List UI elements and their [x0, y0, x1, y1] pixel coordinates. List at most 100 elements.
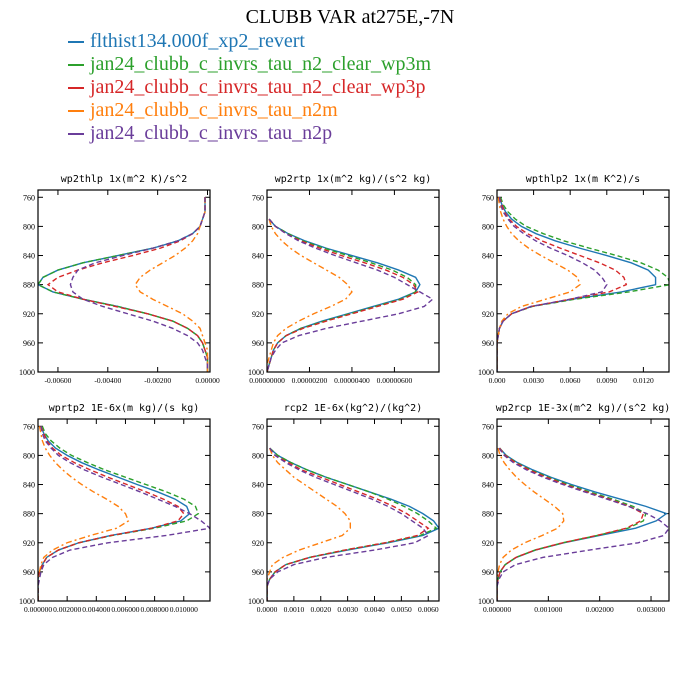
panel-title: wprtp2 1E-6x(m kg)/(s kg) [49, 403, 200, 414]
y-tick-label: 760 [252, 422, 264, 431]
series-line [38, 197, 209, 372]
series-line [497, 197, 657, 372]
y-tick-label: 880 [482, 281, 494, 290]
x-tick-label: 0.004000 [82, 605, 110, 614]
panel-title: wp2rcp 1E-3x(m^2 kg)/(s^2 kg) [496, 403, 671, 414]
x-tick-label: 0.000000 [24, 605, 52, 614]
legend-entry: jan24_clubb_c_invrs_tau_n2_clear_wp3m [68, 53, 431, 76]
y-tick-label: 1000 [19, 368, 35, 377]
series-line [38, 426, 200, 601]
plot-frame [266, 189, 440, 373]
series-line [267, 447, 430, 601]
legend-swatch [68, 40, 84, 43]
legend-label: jan24_clubb_c_invrs_tau_n2m [90, 99, 338, 121]
x-tick-label: 0.003000 [637, 605, 665, 614]
x-tick-label: 0.0060 [418, 605, 439, 614]
series-line [38, 426, 185, 601]
y-tick-label: 880 [482, 510, 494, 519]
plot-frame [496, 418, 670, 602]
panel-title: rcp2 1E-6x(kg^2)/(kg^2) [284, 403, 422, 414]
x-tick-label: 0.0030 [337, 605, 358, 614]
legend-entry: flthist134.000f_xp2_revert [68, 30, 431, 53]
x-tick-label: 0.00000600 [377, 376, 413, 385]
y-tick-label: 800 [23, 222, 35, 231]
series-line [497, 197, 608, 372]
y-tick-label: 840 [23, 481, 35, 490]
y-tick-label: 960 [482, 568, 494, 577]
series-line [69, 197, 209, 372]
y-tick-label: 800 [23, 451, 35, 460]
y-tick-label: 880 [252, 510, 264, 519]
series-line [497, 447, 668, 601]
y-tick-label: 840 [482, 481, 494, 490]
series-line [267, 218, 421, 372]
y-tick-label: 1000 [478, 368, 494, 377]
page-title: CLUBB VAR at275E,-7N [245, 6, 455, 28]
y-tick-label: 960 [252, 568, 264, 577]
panel-title: wpthlp2 1x(m K^2)/s [526, 174, 640, 185]
x-tick-label: -0.00600 [45, 376, 72, 385]
series-line [38, 197, 209, 372]
x-tick-label: 0.001000 [534, 605, 562, 614]
y-tick-label: 800 [252, 451, 264, 460]
y-tick-label: 880 [23, 281, 35, 290]
y-tick-label: 960 [252, 339, 264, 348]
x-tick-label: 0.008000 [141, 605, 169, 614]
series-line [267, 218, 419, 372]
x-tick-label: 0.0030 [523, 376, 544, 385]
x-tick-label: 0.002000 [586, 605, 614, 614]
panel-title: wp2rtp 1x(m^2 kg)/(s^2 kg) [275, 174, 432, 185]
series-line [497, 197, 669, 372]
x-tick-label: -0.00400 [94, 376, 121, 385]
legend-label: jan24_clubb_c_invrs_tau_n2p [90, 122, 333, 144]
series-line [497, 197, 581, 372]
y-tick-label: 760 [23, 422, 35, 431]
series-line [267, 447, 430, 601]
series-line [134, 197, 209, 372]
y-tick-label: 960 [482, 339, 494, 348]
y-tick-label: 1000 [248, 368, 264, 377]
y-tick-label: 840 [23, 252, 35, 261]
series-line [38, 426, 210, 601]
y-tick-label: 800 [482, 451, 494, 460]
x-tick-label: 0.00000200 [292, 376, 328, 385]
series-line [267, 218, 417, 372]
series-line [267, 447, 439, 601]
series-line [497, 447, 645, 601]
x-tick-label: 0.0040 [364, 605, 385, 614]
legend-swatch [68, 86, 84, 89]
y-tick-label: 760 [482, 422, 494, 431]
legend-label: jan24_clubb_c_invrs_tau_n2_clear_wp3m [90, 53, 432, 75]
y-tick-label: 840 [252, 252, 264, 261]
x-tick-label: 0.0050 [391, 605, 412, 614]
y-tick-label: 920 [482, 539, 494, 548]
x-tick-label: 0.0000 [257, 605, 278, 614]
y-tick-label: 920 [252, 310, 264, 319]
x-tick-label: 0.002000 [53, 605, 81, 614]
y-tick-label: 840 [252, 481, 264, 490]
legend-label: jan24_clubb_c_invrs_tau_n2_clear_wp3p [90, 76, 426, 98]
y-tick-label: 960 [23, 568, 35, 577]
x-tick-label: 0.000000 [483, 605, 511, 614]
x-tick-label: 0.0090 [596, 376, 617, 385]
plot-frame [266, 418, 440, 602]
x-tick-label: 0.0060 [560, 376, 581, 385]
legend-label: flthist134.000f_xp2_revert [90, 30, 305, 52]
legend-entry: jan24_clubb_c_invrs_tau_n2_clear_wp3p [68, 76, 431, 99]
panel-title: wp2thlp 1x(m^2 K)/s^2 [61, 174, 187, 185]
series-line [267, 447, 438, 601]
legend-entry: jan24_clubb_c_invrs_tau_n2m [68, 99, 431, 122]
y-tick-label: 920 [23, 310, 35, 319]
series-line [497, 447, 669, 601]
y-tick-label: 1000 [478, 597, 494, 606]
legend-swatch [68, 63, 84, 66]
y-tick-label: 920 [23, 539, 35, 548]
y-tick-label: 1000 [19, 597, 35, 606]
series-line [497, 447, 565, 601]
series-line [497, 197, 628, 372]
legend-swatch [68, 109, 84, 112]
series-line [267, 218, 434, 372]
series-line [38, 426, 130, 601]
y-tick-label: 760 [482, 193, 494, 202]
